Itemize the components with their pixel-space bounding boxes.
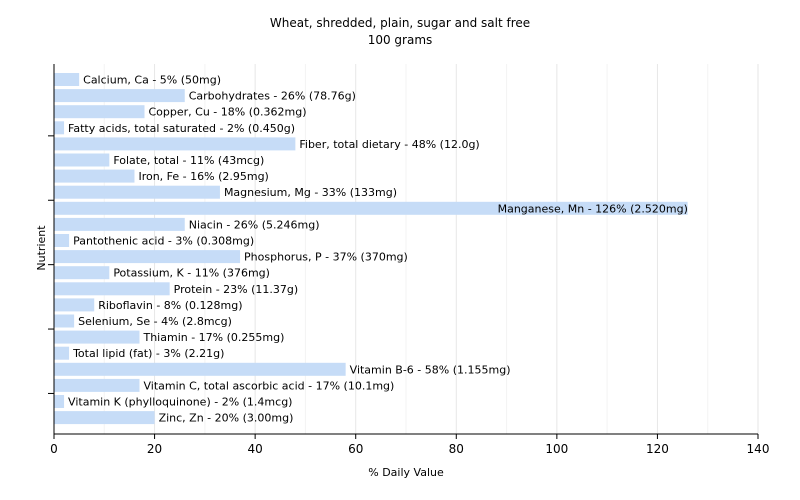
bar (54, 137, 296, 151)
bar (54, 234, 70, 247)
bar (54, 169, 135, 183)
bar-label: Riboflavin - 8% (0.128mg) (98, 299, 242, 312)
bar-label: Vitamin B-6 - 58% (1.155mg) (350, 363, 511, 376)
bar (54, 201, 688, 215)
bar (54, 121, 65, 135)
x-tick-label: 80 (449, 442, 464, 456)
bar-label: Selenium, Se - 4% (2.8mcg) (78, 315, 232, 328)
bar (54, 73, 80, 86)
y-axis-title: Nutrient (35, 225, 48, 271)
bar (54, 362, 346, 376)
bar-label: Carbohydrates - 26% (78.76g) (189, 90, 356, 103)
bar (54, 185, 220, 199)
x-tick-label: 20 (147, 442, 162, 456)
bar-label: Fatty acids, total saturated - 2% (0.450… (68, 122, 295, 135)
gridlines (103, 64, 759, 434)
bar (54, 330, 140, 344)
bar (54, 266, 110, 280)
bar-labels: Calcium, Ca - 5% (50mg) Carbohydrates - 2… (68, 74, 688, 425)
x-tick-label: 0 (50, 442, 58, 456)
bar (54, 217, 185, 231)
x-tick-label: 60 (348, 442, 363, 456)
bar-label: Folate, total - 11% (43mcg) (113, 154, 264, 167)
x-tick-label: 100 (545, 442, 568, 456)
bar-label: Fiber, total dietary - 48% (12.0g) (299, 138, 479, 151)
bar (54, 89, 185, 103)
x-tick-labels: 0 20 40 60 80 100 120 140 (50, 442, 769, 456)
bar (54, 314, 75, 328)
bar (54, 395, 65, 408)
bar (54, 378, 140, 392)
x-axis-title: % Daily Value (368, 466, 444, 479)
bar-label: Potassium, K - 11% (376mg) (113, 267, 270, 280)
bar-label: Magnesium, Mg - 33% (133mg) (224, 186, 397, 199)
bar (54, 346, 70, 360)
chart-subtitle: 100 grams (368, 33, 433, 47)
bar-label: Protein - 23% (11.37g) (174, 283, 299, 296)
x-tick-label: 120 (646, 442, 669, 456)
bar (54, 282, 170, 296)
bar-label: Phosphorus, P - 37% (370mg) (244, 251, 408, 264)
bar-label: Manganese, Mn - 126% (2.520mg) (498, 202, 688, 215)
bar-label: Total lipid (fat) - 3% (2.21g) (72, 347, 224, 360)
bar-label: Niacin - 26% (5.246mg) (189, 218, 320, 231)
bar-label: Iron, Fe - 16% (2.95mg) (138, 170, 268, 183)
chart-title: Wheat, shredded, plain, sugar and salt f… (270, 16, 530, 30)
bar (54, 411, 155, 425)
bars (54, 73, 688, 425)
bar-label: Vitamin C, total ascorbic acid - 17% (10… (143, 379, 394, 392)
bar-label: Calcium, Ca - 5% (50mg) (83, 74, 221, 87)
bar (54, 153, 110, 167)
bar (54, 298, 95, 312)
bar-label: Thiamin - 17% (0.255mg) (142, 331, 284, 344)
bar (54, 250, 241, 264)
bar-label: Zinc, Zn - 20% (3.00mg) (159, 412, 294, 425)
bar-label: Vitamin K (phylloquinone) - 2% (1.4mcg) (68, 396, 292, 409)
x-tick-label: 140 (747, 442, 770, 456)
x-tick-label: 40 (248, 442, 263, 456)
axes (48, 64, 759, 439)
bar-label: Copper, Cu - 18% (0.362mg) (149, 106, 307, 119)
bar-label: Pantothenic acid - 3% (0.308mg) (73, 235, 254, 248)
bar (54, 105, 145, 119)
